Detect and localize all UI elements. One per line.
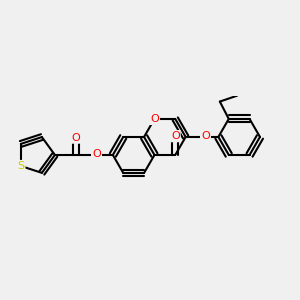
Text: O: O <box>71 133 80 142</box>
Text: O: O <box>171 131 180 141</box>
Text: O: O <box>92 149 101 159</box>
Text: O: O <box>201 131 210 141</box>
Text: O: O <box>150 114 159 124</box>
Text: S: S <box>17 161 24 171</box>
